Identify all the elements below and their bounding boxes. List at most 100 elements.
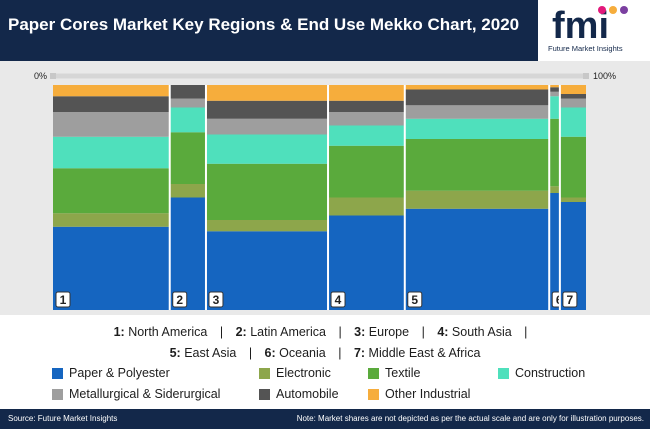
- mekko-segment-2-metallurgical-siderurgical: [169, 98, 206, 108]
- x-axis-start-label: 0%: [34, 71, 48, 81]
- mekko-segment-1-construction: [53, 136, 170, 169]
- mekko-segment-3-automobile: [205, 100, 329, 119]
- mekko-segment-6-paper-polyester: [549, 193, 560, 310]
- mekko-segment-6-construction: [549, 96, 560, 119]
- mekko-segment-2-construction: [169, 107, 206, 133]
- region-6-name: Oceania: [279, 346, 326, 360]
- region-5-num: 5:: [169, 346, 181, 360]
- mekko-segment-7-textile: [559, 136, 586, 198]
- mekko-segment-7-metallurgical-siderurgical: [559, 98, 586, 108]
- separator: |: [338, 346, 342, 360]
- mekko-segment-7-electronic: [559, 197, 586, 202]
- legend-label: Electronic: [276, 366, 331, 380]
- mekko-segment-4-textile: [328, 145, 405, 198]
- legend-swatch: [52, 388, 63, 400]
- mekko-segment-5-other-industrial: [404, 85, 550, 90]
- column-label-text: 4: [335, 293, 342, 307]
- column-label-2: 2: [172, 291, 188, 308]
- mekko-segment-4-automobile: [328, 100, 405, 112]
- x-axis-end-tick: [583, 73, 589, 79]
- x-axis-end-label: 100%: [593, 71, 617, 81]
- column-label-1: 1: [55, 291, 71, 308]
- region-legend-line-2: 5: East Asia | 6: Oceania | 7: Middle Ea…: [0, 346, 650, 360]
- legend-item-electronic: Electronic: [259, 366, 331, 380]
- source-note: Source: Future Market Insights: [8, 414, 118, 423]
- legend-label: Textile: [385, 366, 421, 380]
- legend-item-construction: Construction: [498, 366, 585, 380]
- column-label-box: [330, 291, 346, 308]
- header-bar: Paper Cores Market Key Regions & End Use…: [0, 0, 650, 61]
- region-1-name: North America: [128, 325, 208, 339]
- separator: |: [338, 325, 342, 339]
- legend-swatch: [52, 367, 63, 379]
- logo-mark: fmi: [552, 5, 628, 47]
- logo-subtext: Future Market Insights: [548, 44, 623, 53]
- mekko-segment-6-textile: [549, 118, 560, 187]
- legend-swatch: [498, 367, 509, 379]
- legend-swatch: [368, 367, 379, 379]
- region-4-name: South Asia: [451, 325, 512, 339]
- legend-item-automobile: Automobile: [259, 387, 339, 401]
- legend-item-textile: Textile: [368, 366, 420, 380]
- region-4-num: 4:: [437, 325, 449, 339]
- mekko-segment-1-other-industrial: [53, 85, 170, 97]
- mekko-segment-6-automobile: [549, 87, 560, 92]
- legend-label: Other Industrial: [385, 387, 471, 401]
- mekko-segment-1-textile: [53, 168, 170, 214]
- mekko-segment-5-textile: [404, 139, 550, 191]
- region-1-num: 1:: [113, 325, 125, 339]
- legend-item-other-industrial: Other Industrial: [368, 387, 470, 401]
- mekko-segment-5-construction: [404, 118, 550, 139]
- legend-swatch: [368, 388, 379, 400]
- legend-label: Paper & Polyester: [69, 366, 170, 380]
- logo-dot-pink: [598, 6, 606, 14]
- footer-bar: Source: Future Market Insights Note: Mar…: [0, 409, 650, 429]
- column-label-box: [407, 291, 423, 308]
- region-5-name: East Asia: [184, 346, 237, 360]
- chart-title: Paper Cores Market Key Regions & End Use…: [8, 15, 520, 34]
- mekko-segment-1-automobile: [53, 96, 170, 112]
- mekko-segment-2-electronic: [169, 184, 206, 198]
- mekko-segment-2-paper-polyester: [169, 197, 206, 310]
- separator: |: [524, 325, 528, 339]
- region-2-name: Latin America: [250, 325, 326, 339]
- mekko-segment-5-automobile: [404, 89, 550, 106]
- mekko-segment-3-textile: [205, 163, 329, 220]
- mekko-segment-3-paper-polyester: [205, 231, 329, 310]
- legend-label: Construction: [515, 366, 586, 380]
- mekko-chart: 1234567: [50, 73, 589, 310]
- column-label-text: 7: [567, 293, 574, 307]
- logo-dot-orange: [609, 6, 617, 14]
- region-2-num: 2:: [235, 325, 247, 339]
- mekko-segment-7-construction: [559, 107, 586, 137]
- region-7-name: Middle East & Africa: [368, 346, 481, 360]
- mekko-segment-3-electronic: [205, 220, 329, 232]
- mekko-segment-3-metallurgical-siderurgical: [205, 118, 329, 135]
- mekko-segment-6-metallurgical-siderurgical: [549, 91, 560, 97]
- column-label-box: [172, 291, 188, 308]
- mekko-segment-2-automobile: [169, 85, 206, 99]
- column-label-text: 3: [213, 293, 220, 307]
- mekko-segment-4-metallurgical-siderurgical: [328, 112, 405, 126]
- column-label-5: 5: [407, 291, 423, 308]
- x-axis-start-tick: [50, 73, 56, 79]
- mekko-segment-6-other-industrial: [549, 85, 560, 88]
- mekko-segment-4-construction: [328, 125, 405, 146]
- region-3-num: 3:: [354, 325, 366, 339]
- legend-swatch: [259, 367, 270, 379]
- legend-label: Metallurgical & Siderurgical: [69, 387, 221, 401]
- mekko-segment-1-metallurgical-siderurgical: [53, 112, 170, 137]
- mekko-segment-5-electronic: [404, 190, 550, 209]
- separator: |: [219, 325, 224, 339]
- column-label-text: 2: [176, 293, 183, 307]
- column-label-box: [562, 291, 578, 308]
- mekko-segment-4-other-industrial: [328, 85, 405, 101]
- column-label-3: 3: [208, 291, 224, 308]
- region-6-num: 6:: [264, 346, 276, 360]
- logo: fmi Future Market Insights: [538, 0, 650, 61]
- mekko-segment-7-other-industrial: [559, 85, 586, 94]
- legend-item-metallurgical-siderurgical: Metallurgical & Siderurgical: [52, 387, 220, 401]
- column-label-text: 5: [411, 293, 418, 307]
- region-3-name: Europe: [368, 325, 410, 339]
- mekko-segment-1-paper-polyester: [53, 226, 170, 310]
